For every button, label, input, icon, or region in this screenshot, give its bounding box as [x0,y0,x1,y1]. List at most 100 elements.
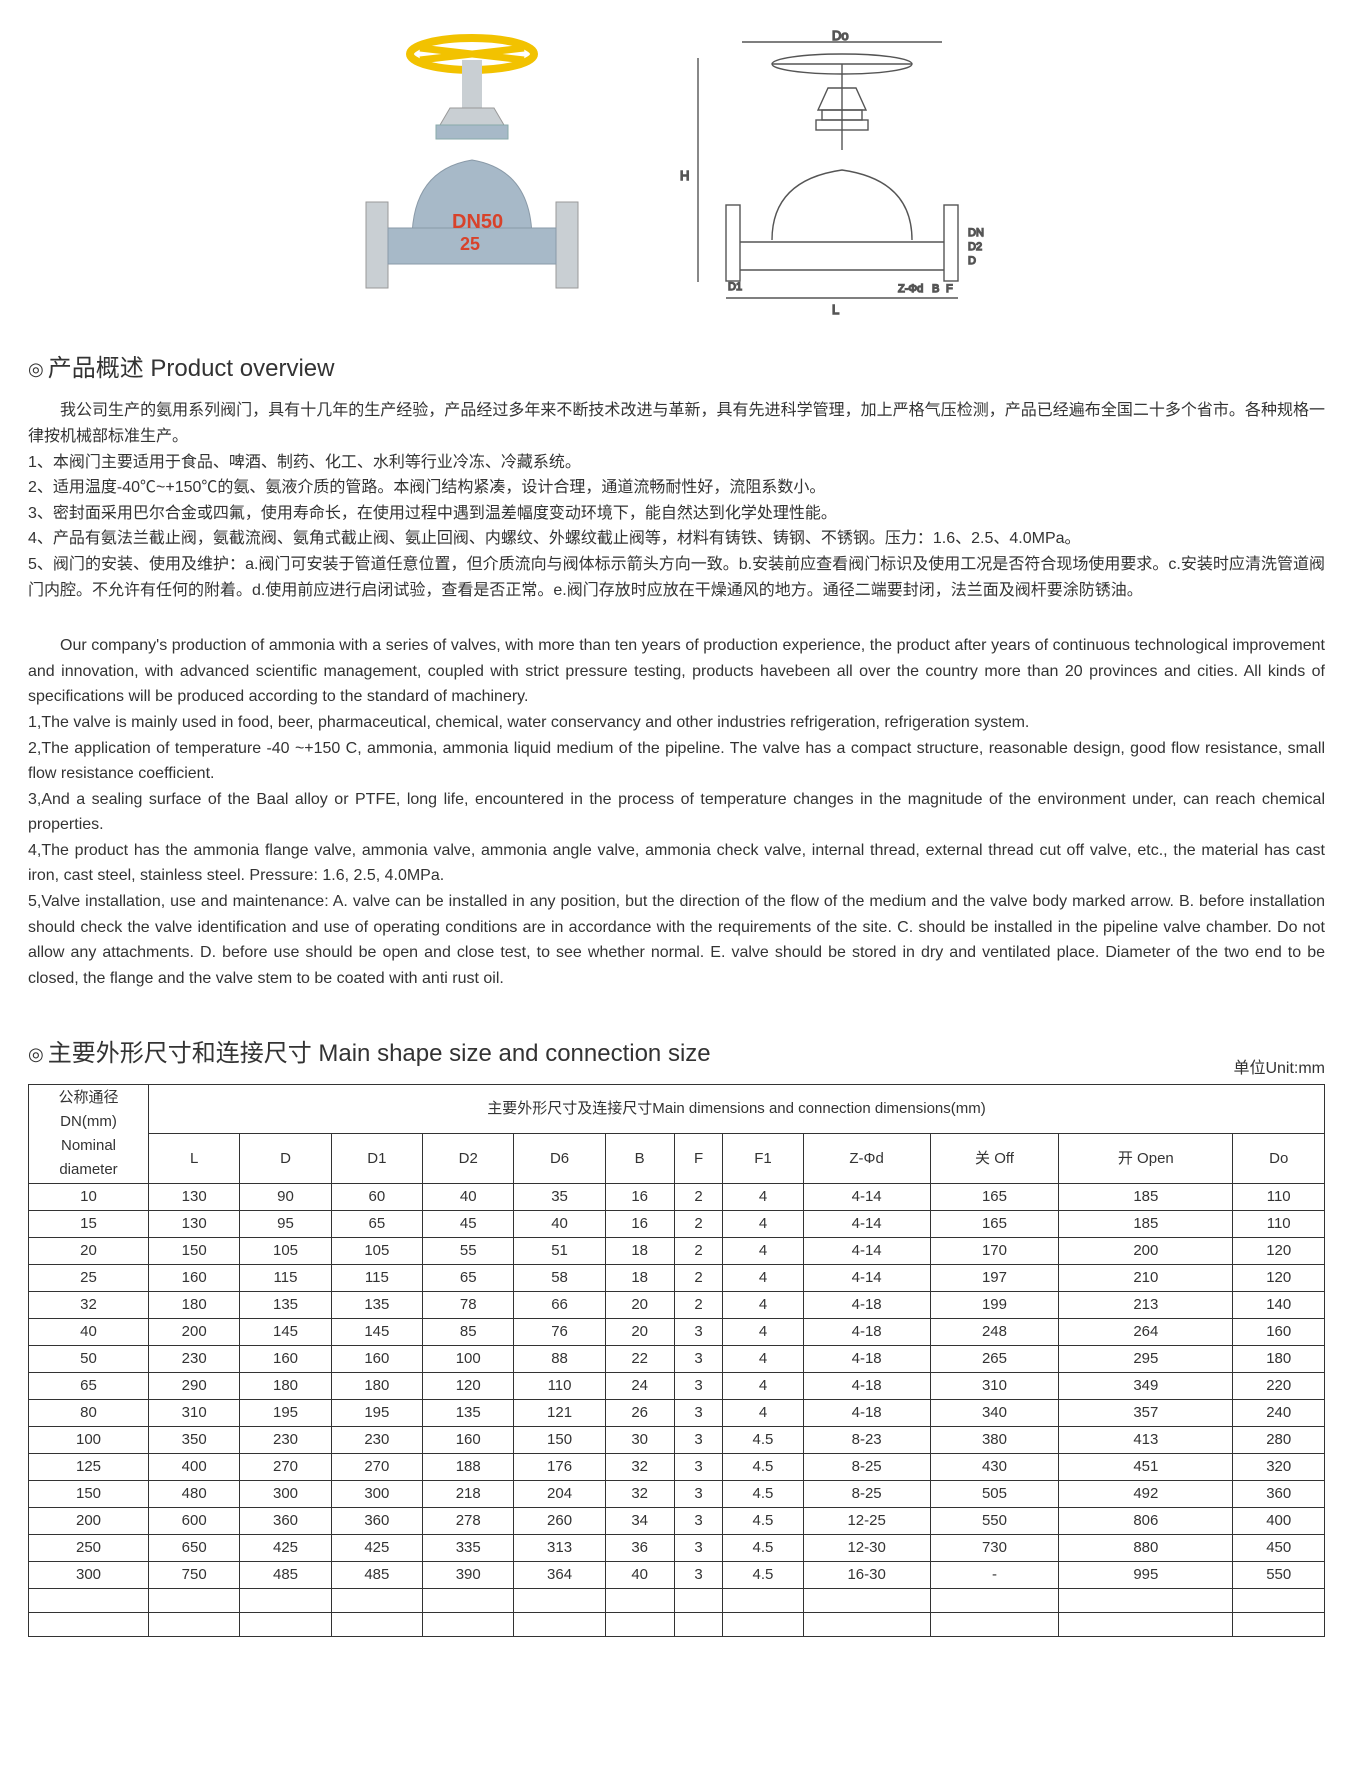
table-cell: 160 [423,1426,514,1453]
table-cell: 3 [674,1507,723,1534]
table-cell: 10 [29,1183,149,1210]
table-cell: 110 [1233,1210,1325,1237]
table-cell: 100 [29,1426,149,1453]
svg-text:DN: DN [968,227,984,239]
table-cell: 145 [240,1318,331,1345]
table-cell: 18 [605,1264,674,1291]
table-cell: 16 [605,1210,674,1237]
table-cell: 230 [331,1426,422,1453]
table-cell [240,1612,331,1636]
table-cell: 4-18 [803,1291,930,1318]
table-cell: 2 [674,1183,723,1210]
table-cell: 185 [1059,1183,1233,1210]
svg-text:D: D [968,255,976,267]
table-cell: 180 [240,1372,331,1399]
table-cell: 188 [423,1453,514,1480]
table-cell: 180 [149,1291,240,1318]
table-cell: 135 [240,1291,331,1318]
table-cell: 230 [149,1345,240,1372]
table-cell: 218 [423,1480,514,1507]
table-cell: 16 [605,1183,674,1210]
table-cell: 260 [514,1507,605,1534]
table-cell: 3 [674,1561,723,1588]
table-cell [930,1612,1059,1636]
table-cell: 210 [1059,1264,1233,1291]
table-cell: 425 [331,1534,422,1561]
table-cell: 110 [1233,1183,1325,1210]
table-row: 8031019519513512126344-18340357240 [29,1399,1325,1426]
table-cell: 35 [514,1183,605,1210]
table-cell: 8-25 [803,1480,930,1507]
table-row [29,1588,1325,1612]
table-cell: 20 [29,1237,149,1264]
table-cell: 195 [331,1399,422,1426]
table-cell [149,1588,240,1612]
en-l4: 4,The product has the ammonia flange val… [28,838,1325,889]
svg-text:F: F [946,283,953,295]
table-cell: 230 [240,1426,331,1453]
table-cell: 80 [29,1399,149,1426]
table-cell: 40 [514,1210,605,1237]
table-cell: 650 [149,1534,240,1561]
table-cell: 65 [331,1210,422,1237]
table-row: 2506504254253353133634.512-30730880450 [29,1534,1325,1561]
table-cell: 160 [1233,1318,1325,1345]
table-cell: 600 [149,1507,240,1534]
table-cell: 250 [29,1534,149,1561]
table-cell: 8-23 [803,1426,930,1453]
table-cell [803,1588,930,1612]
table-cell: 120 [1233,1264,1325,1291]
table-cell: 100 [423,1345,514,1372]
table-cell: 140 [1233,1291,1325,1318]
table-row: 2006003603602782603434.512-25550806400 [29,1507,1325,1534]
dn-unit: DN(mm) [33,1110,144,1134]
table-cell: 300 [240,1480,331,1507]
table-cell: 51 [514,1237,605,1264]
table-cell: 197 [930,1264,1059,1291]
table-row: 20150105105555118244-14170200120 [29,1237,1325,1264]
table-cell [423,1588,514,1612]
table-cell: 360 [331,1507,422,1534]
table-cell: 430 [930,1453,1059,1480]
table-cell: 40 [605,1561,674,1588]
table-cell: 3 [674,1372,723,1399]
table-cell: 40 [29,1318,149,1345]
overview-title-text: 产品概述 Product overview [48,350,335,388]
dimension-diagram: Do L H D1 DN D2 D Z-Φd B F [672,30,1012,320]
table-cell: 240 [1233,1399,1325,1426]
table-cell: 88 [514,1345,605,1372]
table-cell: 60 [331,1183,422,1210]
cn-overview: 我公司生产的氨用系列阀门，具有十几年的生产经验，产品经过多年来不断技术改进与革新… [28,398,1325,603]
table-cell: 34 [605,1507,674,1534]
table-cell: 4 [723,1399,803,1426]
table-cell: 12-30 [803,1534,930,1561]
photo-sub: 25 [460,234,480,254]
table-cell: 160 [149,1264,240,1291]
table-cell [723,1588,803,1612]
svg-text:L: L [832,302,839,317]
product-photo: DN50 25 [342,30,602,320]
photo-label: DN50 [452,211,503,233]
table-cell: 220 [1233,1372,1325,1399]
table-cell: 165 [930,1210,1059,1237]
table-cell: 4 [723,1237,803,1264]
table-cell: 160 [331,1345,422,1372]
table-cell: 4.5 [723,1507,803,1534]
table-cell [29,1588,149,1612]
table-cell: 20 [605,1318,674,1345]
table-cell: 199 [930,1291,1059,1318]
col-header: D1 [331,1134,422,1184]
table-cell: 3 [674,1534,723,1561]
table-cell: 50 [29,1345,149,1372]
table-cell: 115 [331,1264,422,1291]
en-intro: Our company's production of ammonia with… [28,633,1325,710]
table-cell: 12-25 [803,1507,930,1534]
table-row: 32180135135786620244-18199213140 [29,1291,1325,1318]
table-cell: 32 [605,1453,674,1480]
table-cell: 451 [1059,1453,1233,1480]
col-header: D6 [514,1134,605,1184]
table-cell: 4-14 [803,1264,930,1291]
cn-l5: 5、阀门的安装、使用及维护：a.阀门可安装于管道任意位置，但介质流向与阀体标示箭… [28,552,1325,603]
table-cell: 58 [514,1264,605,1291]
table-cell: 995 [1059,1561,1233,1588]
